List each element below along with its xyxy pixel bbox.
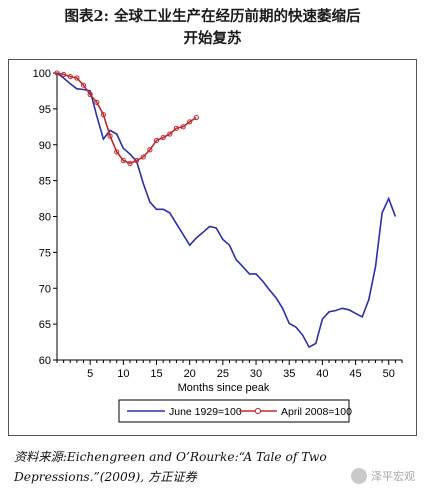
series-2-point bbox=[87, 91, 93, 98]
series-2-point bbox=[160, 134, 166, 141]
x-tick-label: 40 bbox=[316, 368, 328, 380]
series-2-point bbox=[180, 124, 186, 130]
series-2-point bbox=[100, 112, 107, 118]
series-2-point bbox=[74, 75, 80, 81]
series-2-point bbox=[80, 82, 87, 88]
x-tick-label: 35 bbox=[283, 368, 295, 380]
series-2-point bbox=[67, 73, 73, 80]
legend-label-2: April 2008=100 bbox=[281, 406, 352, 418]
figure-title: 图表2: 全球工业生产在经历前期的快速萎缩后 开始复苏 bbox=[0, 6, 425, 50]
legend-label-1: June 1929=100 bbox=[169, 406, 242, 418]
y-tick-label: 65 bbox=[39, 319, 51, 331]
figure-title-line-1: 图表2: 全球工业生产在经历前期的快速萎缩后 bbox=[64, 8, 361, 25]
line-chart: 60 65 70 75 80 85 90 95 100 5 10 15 20 25 30 35 40 45 50 Mo… bbox=[33, 68, 403, 423]
y-tick-label: 70 bbox=[39, 283, 51, 295]
series-line-1 bbox=[56, 72, 397, 349]
watermark-logo-icon bbox=[351, 468, 367, 484]
series-2-point bbox=[120, 157, 126, 164]
series-2-point bbox=[134, 157, 140, 164]
x-tick-label: 15 bbox=[150, 368, 162, 380]
x-tick-label: 50 bbox=[383, 368, 395, 380]
series-2-point bbox=[114, 149, 120, 155]
y-tick-label: 75 bbox=[39, 247, 51, 259]
series-2-point bbox=[107, 133, 113, 139]
watermark: 泽平宏观 bbox=[351, 468, 415, 484]
series-2-point bbox=[167, 131, 173, 137]
y-tick-label: 100 bbox=[33, 68, 51, 80]
y-tick-label: 90 bbox=[39, 140, 51, 152]
series-2-point bbox=[94, 99, 100, 106]
series-2-point bbox=[187, 119, 193, 125]
y-tick-label: 95 bbox=[39, 104, 51, 116]
y-tick-label: 85 bbox=[39, 176, 51, 188]
x-axis-label: Months since peak bbox=[178, 382, 270, 394]
series-2-point bbox=[54, 70, 60, 76]
x-tick-label: 30 bbox=[250, 368, 262, 380]
series-2-point bbox=[127, 160, 133, 167]
x-tick-label: 10 bbox=[117, 368, 129, 380]
legend-marker-2 bbox=[254, 407, 262, 415]
y-tick-label: 60 bbox=[39, 355, 51, 367]
series-2-point bbox=[193, 114, 199, 121]
series-2-point bbox=[147, 147, 153, 153]
x-tick-label: 25 bbox=[217, 368, 229, 380]
series-2-point bbox=[61, 71, 67, 78]
watermark-text: 泽平宏观 bbox=[371, 470, 415, 483]
series-2-point bbox=[173, 125, 180, 131]
series-2-point bbox=[153, 137, 160, 144]
x-tick-label: 5 bbox=[87, 368, 93, 380]
chart-frame: 60 65 70 75 80 85 90 95 100 5 10 15 20 25 30 35 40 45 50 Mo… bbox=[8, 59, 417, 436]
figure-title-line-2: 开始复苏 bbox=[183, 30, 242, 47]
x-tick-label: 20 bbox=[184, 368, 196, 380]
source-note: 资料来源:Eichengreen and O’Rourke:“A Tale of… bbox=[14, 450, 327, 484]
series-2-point bbox=[140, 154, 146, 160]
y-tick-label: 80 bbox=[39, 212, 51, 224]
x-tick-label: 45 bbox=[349, 368, 361, 380]
legend-box bbox=[118, 399, 350, 423]
series-line-2 bbox=[56, 72, 197, 165]
